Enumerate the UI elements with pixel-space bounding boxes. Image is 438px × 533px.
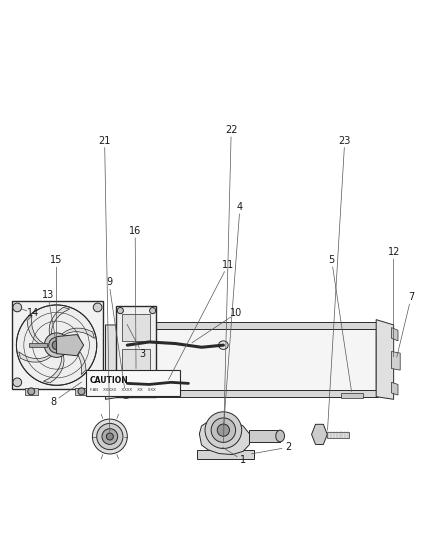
Circle shape	[211, 418, 236, 442]
Polygon shape	[19, 352, 53, 362]
Text: 5: 5	[328, 255, 335, 265]
Polygon shape	[25, 387, 38, 395]
Circle shape	[217, 424, 230, 436]
Text: 21: 21	[99, 135, 111, 146]
Circle shape	[150, 308, 155, 313]
Polygon shape	[199, 419, 250, 455]
Text: 9: 9	[106, 278, 112, 287]
Polygon shape	[12, 301, 103, 389]
Ellipse shape	[276, 430, 285, 442]
Polygon shape	[29, 343, 46, 348]
Circle shape	[150, 390, 155, 396]
Polygon shape	[117, 306, 155, 397]
Text: FAN  XXXXX  XXXX  XX  XXX: FAN XXXXX XXXX XX XXX	[90, 387, 155, 392]
Circle shape	[92, 419, 127, 454]
Text: 11: 11	[222, 261, 234, 270]
Polygon shape	[60, 328, 95, 338]
Circle shape	[44, 333, 69, 357]
Text: 2: 2	[286, 442, 292, 452]
Circle shape	[97, 423, 123, 450]
Polygon shape	[249, 430, 280, 442]
Text: 8: 8	[50, 397, 56, 407]
Circle shape	[216, 443, 222, 449]
Text: 4: 4	[237, 202, 243, 212]
Circle shape	[119, 384, 133, 398]
Polygon shape	[27, 316, 48, 346]
Polygon shape	[122, 349, 150, 375]
Polygon shape	[217, 437, 223, 446]
Circle shape	[205, 412, 242, 448]
Text: 3: 3	[140, 349, 146, 359]
Circle shape	[117, 390, 124, 396]
Text: 13: 13	[42, 289, 54, 300]
Circle shape	[123, 388, 130, 395]
Circle shape	[102, 429, 118, 445]
Text: 22: 22	[225, 125, 237, 135]
Circle shape	[49, 337, 64, 353]
Text: CAUTION: CAUTION	[90, 376, 129, 385]
Circle shape	[124, 317, 131, 324]
Circle shape	[214, 441, 224, 451]
Polygon shape	[123, 325, 376, 394]
Ellipse shape	[121, 340, 134, 350]
Circle shape	[28, 388, 35, 395]
Ellipse shape	[121, 378, 134, 389]
Circle shape	[16, 305, 97, 385]
Circle shape	[117, 308, 124, 313]
Polygon shape	[122, 322, 378, 329]
Text: 7: 7	[408, 292, 414, 302]
Polygon shape	[57, 335, 84, 356]
Polygon shape	[327, 432, 349, 438]
Bar	[86, 370, 180, 395]
Polygon shape	[43, 352, 64, 383]
Polygon shape	[106, 325, 123, 399]
Text: 12: 12	[388, 247, 400, 257]
Polygon shape	[75, 387, 88, 395]
Text: 10: 10	[230, 308, 243, 318]
Circle shape	[78, 388, 85, 395]
Polygon shape	[311, 424, 327, 445]
Circle shape	[93, 303, 102, 312]
Polygon shape	[392, 328, 398, 341]
Polygon shape	[122, 390, 378, 397]
Polygon shape	[392, 382, 398, 395]
Circle shape	[13, 378, 21, 387]
Circle shape	[93, 378, 102, 387]
Polygon shape	[197, 450, 254, 459]
Text: 16: 16	[129, 226, 141, 236]
Polygon shape	[49, 308, 70, 338]
Text: 1: 1	[240, 455, 246, 465]
Polygon shape	[376, 320, 394, 399]
Polygon shape	[392, 351, 400, 370]
Polygon shape	[122, 314, 150, 341]
Circle shape	[13, 303, 21, 312]
Circle shape	[123, 319, 132, 329]
Circle shape	[52, 341, 61, 350]
Text: 15: 15	[50, 255, 63, 265]
Text: 14: 14	[27, 308, 39, 318]
Polygon shape	[341, 393, 363, 398]
Ellipse shape	[219, 341, 228, 350]
Text: 23: 23	[339, 135, 351, 146]
Polygon shape	[122, 317, 131, 326]
Polygon shape	[65, 344, 86, 375]
Circle shape	[106, 433, 113, 440]
